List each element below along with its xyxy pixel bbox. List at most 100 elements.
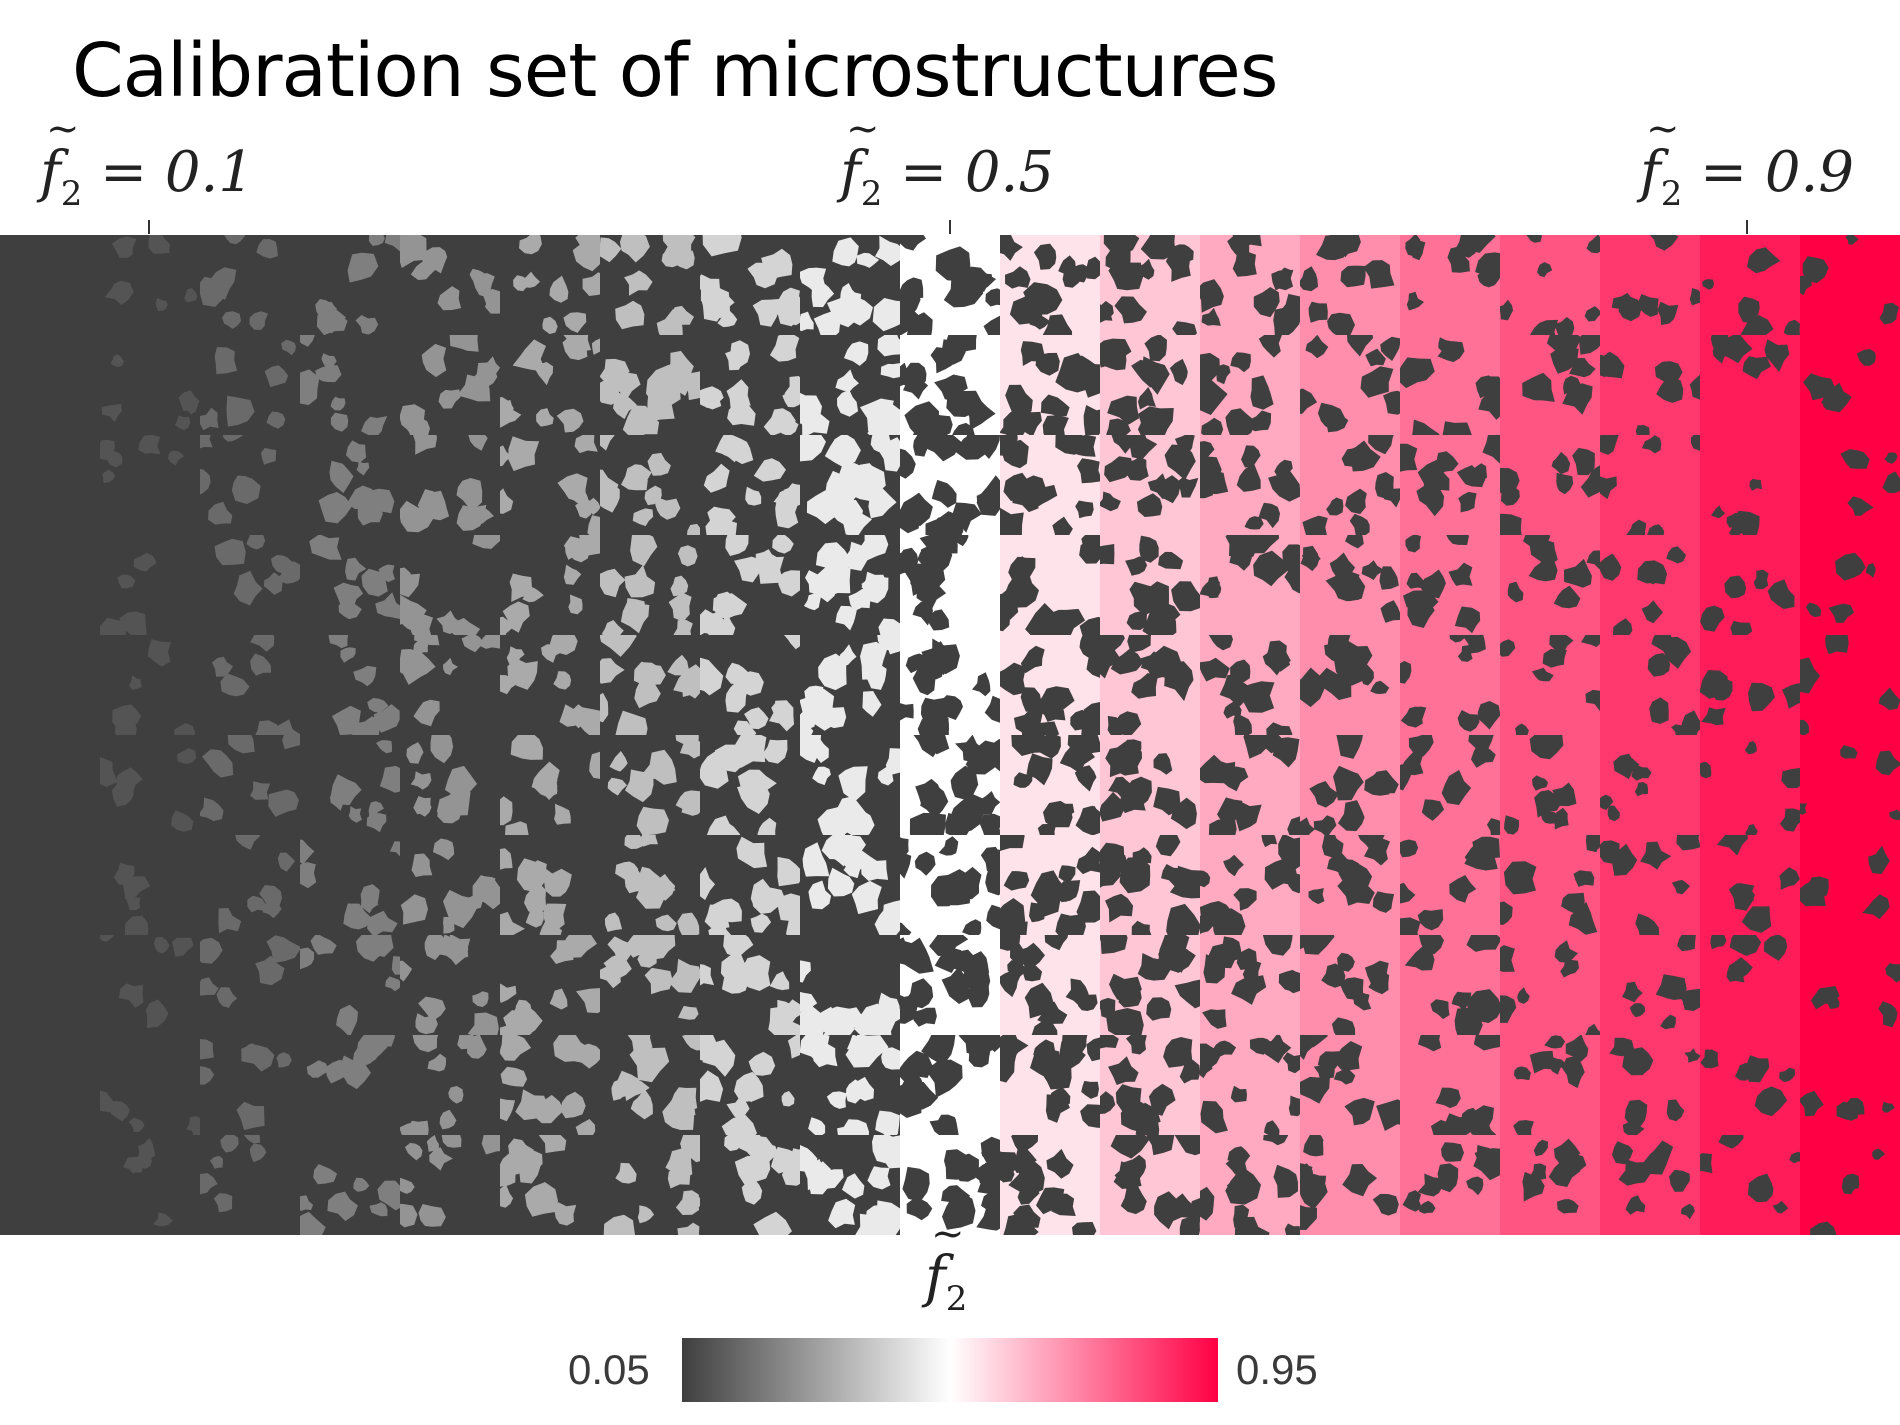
inclusion (505, 821, 529, 835)
inclusion (15, 471, 28, 485)
microstructure-tile (1800, 935, 1900, 1035)
tick-f2-0.5 (949, 220, 951, 234)
label-f2-0.1: f2 = 0.1 (40, 140, 254, 214)
inclusion (508, 436, 540, 472)
inclusion (36, 962, 53, 984)
microstructure-tile (700, 735, 800, 835)
microstructure-tile (1100, 1035, 1200, 1135)
inclusion (868, 484, 897, 519)
inclusion (784, 376, 800, 402)
inclusion (1, 812, 25, 835)
microstructure-pattern (700, 1035, 800, 1135)
microstructure-tile (1700, 835, 1800, 935)
inclusion (1586, 835, 1600, 850)
page-title: Calibration set of microstructures (72, 28, 1278, 114)
microstructure-tile (400, 535, 500, 635)
inclusion (700, 749, 729, 789)
inclusion (1836, 1101, 1858, 1121)
inclusion (1274, 459, 1293, 478)
inclusion (1462, 635, 1486, 654)
inclusion (550, 940, 574, 964)
inclusion (282, 735, 300, 750)
inclusion (1437, 341, 1465, 363)
inclusion (860, 854, 889, 881)
inclusion (951, 535, 969, 547)
microstructure-pattern (400, 335, 500, 435)
inclusion (1580, 465, 1600, 498)
inclusion (111, 781, 134, 807)
inclusion (1441, 769, 1472, 805)
inclusion (20, 699, 33, 711)
inclusion (1075, 500, 1094, 519)
microstructure-tile (1100, 935, 1200, 1035)
inclusion (209, 1155, 223, 1169)
inclusion (138, 1137, 156, 1160)
inclusion (678, 371, 700, 401)
inclusion (1126, 776, 1152, 807)
inclusion (1100, 491, 1121, 512)
inclusion (200, 1173, 218, 1195)
inclusion (877, 437, 900, 472)
microstructure-tile (0, 1135, 100, 1235)
inclusion (1744, 741, 1757, 755)
inclusion (1553, 585, 1581, 609)
inclusion (1268, 469, 1300, 502)
inclusion (3, 1182, 22, 1200)
inclusion (71, 673, 98, 700)
microstructure-tile (1700, 635, 1800, 735)
inclusion (817, 806, 858, 835)
inclusion (1237, 535, 1262, 553)
inclusion (1548, 1158, 1581, 1187)
microstructure-pattern (1800, 1135, 1900, 1235)
inclusion (1533, 1139, 1548, 1157)
inclusion (1000, 970, 1023, 998)
inclusion (200, 407, 219, 431)
microstructure-tile (100, 835, 200, 935)
microstructure-tile (0, 435, 100, 535)
inclusion (177, 747, 197, 764)
inclusion (611, 371, 641, 400)
inclusion (1110, 1135, 1150, 1159)
inclusion (878, 618, 900, 635)
inclusion (603, 1214, 636, 1235)
inclusion (1448, 562, 1473, 586)
inclusion (1327, 312, 1355, 335)
microstructure-tile (1800, 435, 1900, 535)
microstructure-pattern (1100, 435, 1200, 535)
inclusion (1825, 635, 1849, 655)
inclusion (1514, 1066, 1531, 1081)
microstructure-tile (600, 435, 700, 535)
microstructure-pattern (400, 735, 500, 835)
microstructure-tile (1300, 635, 1400, 735)
inclusion (0, 1137, 16, 1158)
inclusion (1169, 358, 1188, 386)
inclusion (812, 766, 831, 786)
inclusion (906, 1198, 933, 1221)
inclusion (1200, 279, 1224, 313)
inclusion (600, 658, 625, 684)
inclusion (330, 396, 346, 411)
microstructure-tile (400, 235, 500, 335)
microstructure-tile (700, 835, 800, 935)
microstructure-tile (200, 1135, 300, 1235)
microstructure-pattern (1500, 1035, 1600, 1135)
microstructure-pattern (1500, 635, 1600, 735)
microstructure-tile (1200, 335, 1300, 435)
microstructure-tile (1800, 1035, 1900, 1135)
inclusion (1102, 350, 1127, 371)
inclusion (543, 903, 567, 931)
microstructure-pattern (1400, 535, 1500, 635)
microstructure-tile (100, 535, 200, 635)
inclusion (262, 899, 282, 919)
inclusion (418, 996, 446, 1020)
microstructure-pattern (100, 1035, 200, 1135)
microstructure-tile (1000, 635, 1100, 735)
inclusion (769, 335, 800, 362)
inclusion (1531, 667, 1554, 682)
inclusion (250, 653, 272, 676)
inclusion (803, 593, 822, 611)
inclusion (1779, 867, 1800, 890)
microstructure-tile (500, 1035, 600, 1135)
microstructure-pattern (100, 735, 200, 835)
inclusion (976, 1205, 1000, 1231)
